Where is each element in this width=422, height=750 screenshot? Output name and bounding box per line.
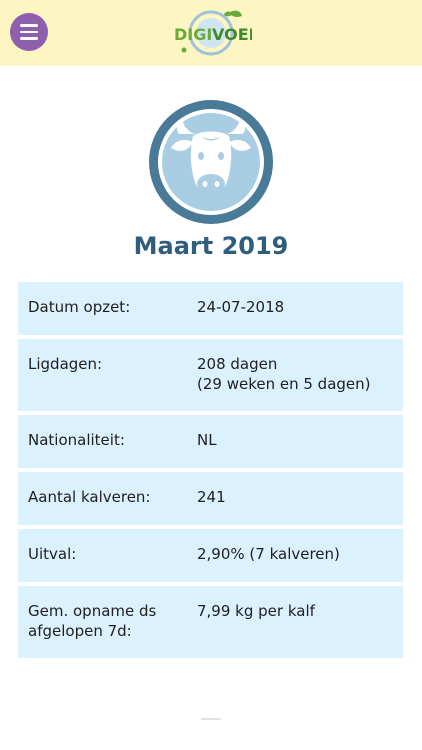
info-label: Nationaliteit: <box>28 431 125 449</box>
info-row-aantal-kalveren: Aantal kalveren: 241 <box>18 472 403 525</box>
info-label: Uitval: <box>28 545 77 563</box>
app-header: DIGI VOER <box>0 0 422 66</box>
info-row-datum-opzet: Datum opzet: 24-07-2018 <box>18 282 403 335</box>
info-value: 241 <box>197 488 226 506</box>
hamburger-menu-icon <box>20 24 38 27</box>
info-row-uitval: Uitval: 2,90% (7 kalveren) <box>18 529 403 582</box>
info-table: Datum opzet: 24-07-2018 Ligdagen: 208 da… <box>18 282 403 662</box>
info-label-line1: Gem. opname ds <box>28 602 157 620</box>
info-value: 208 dagen (29 weken en 5 dagen) <box>197 339 403 411</box>
info-row-ligdagen: Ligdagen: 208 dagen (29 weken en 5 dagen… <box>18 339 403 411</box>
scroll-indicator <box>201 718 221 720</box>
logo-text-digi: DIGI <box>174 25 212 44</box>
page-title: Maart 2019 <box>133 232 289 260</box>
info-value-line1: 208 dagen <box>197 355 278 373</box>
info-row-gem-opname: Gem. opname ds afgelopen 7d: 7,99 kg per… <box>18 586 403 658</box>
menu-button[interactable] <box>10 13 48 51</box>
logo-text-voer: VOER <box>212 25 252 44</box>
info-value: NL <box>197 431 217 449</box>
info-label: Datum opzet: <box>28 298 131 316</box>
info-label: Aantal kalveren: <box>28 488 151 506</box>
info-value: 2,90% (7 kalveren) <box>197 545 340 563</box>
info-value: 7,99 kg per kalf <box>197 602 315 620</box>
cow-face-icon <box>149 100 273 224</box>
info-value-line2: (29 weken en 5 dagen) <box>197 375 371 393</box>
info-row-nationaliteit: Nationaliteit: NL <box>18 415 403 468</box>
info-label: Gem. opname ds afgelopen 7d: <box>18 586 197 658</box>
digivoer-logo: DIGI VOER <box>174 10 252 56</box>
info-label: Ligdagen: <box>28 355 103 373</box>
info-value: 24-07-2018 <box>197 298 285 316</box>
info-label-line2: afgelopen 7d: <box>28 622 132 640</box>
